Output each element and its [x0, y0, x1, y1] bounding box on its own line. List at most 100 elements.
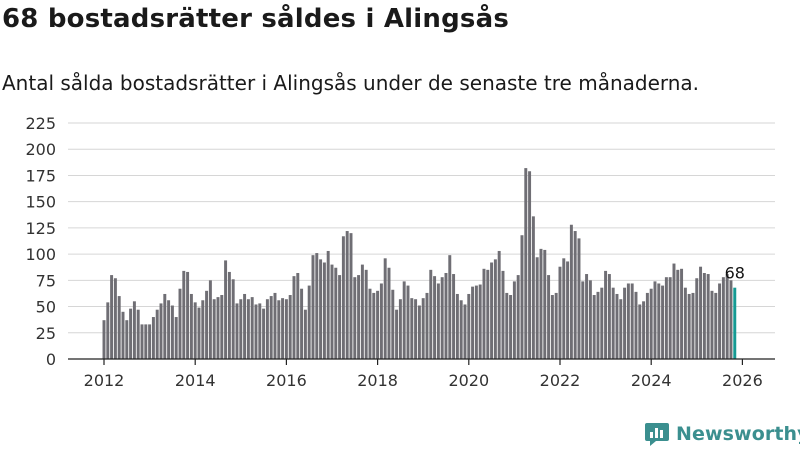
bar — [155, 309, 159, 359]
bar — [596, 291, 600, 359]
bar — [706, 274, 710, 359]
bar — [391, 289, 395, 359]
bar — [463, 304, 467, 359]
bar — [455, 293, 459, 359]
bar — [657, 283, 661, 359]
bar — [592, 295, 596, 359]
y-tick-label: 100 — [25, 245, 56, 264]
bar — [284, 299, 288, 359]
bar — [509, 295, 513, 359]
bar — [661, 285, 665, 359]
bar — [611, 287, 615, 359]
bar — [577, 238, 581, 359]
x-tick-label: 2020 — [448, 371, 489, 390]
bar — [721, 277, 725, 359]
bar — [573, 231, 577, 359]
bar — [714, 292, 718, 359]
bar — [243, 293, 247, 359]
bar — [163, 293, 167, 359]
bar — [368, 288, 372, 359]
bar — [315, 253, 319, 359]
bar — [501, 270, 505, 359]
bar — [676, 269, 680, 359]
y-tick-label: 0 — [46, 350, 56, 369]
bar — [182, 270, 186, 359]
bar — [341, 236, 345, 359]
bar — [132, 301, 136, 359]
bar — [562, 258, 566, 359]
bar — [486, 269, 490, 359]
bar — [619, 299, 623, 359]
bar — [167, 300, 171, 359]
bar — [398, 299, 402, 359]
bar — [638, 304, 642, 359]
bar — [189, 293, 193, 359]
bar — [170, 305, 174, 359]
bar — [334, 267, 338, 359]
bar — [634, 291, 638, 359]
bar — [231, 279, 235, 359]
bar — [307, 285, 311, 359]
bar — [539, 248, 543, 359]
bar — [566, 261, 570, 359]
brand-name: Newsworthy — [676, 423, 800, 445]
bar — [718, 283, 722, 359]
bar — [227, 271, 231, 359]
bar — [235, 303, 239, 359]
bar — [505, 292, 509, 359]
bar — [265, 299, 269, 359]
bar — [588, 280, 592, 359]
bar — [699, 266, 703, 359]
bar — [208, 280, 212, 359]
bar — [178, 288, 182, 359]
bar — [353, 277, 357, 359]
y-tick-label: 25 — [36, 324, 56, 343]
bar — [319, 259, 323, 359]
bar — [729, 280, 733, 359]
bar — [281, 298, 285, 359]
x-tick-label: 2018 — [357, 371, 398, 390]
bar — [148, 324, 152, 359]
bar — [448, 255, 452, 359]
x-tick-label: 2012 — [84, 371, 125, 390]
bar — [452, 274, 456, 359]
bar — [106, 302, 110, 359]
bar — [440, 277, 444, 359]
x-tick-label: 2022 — [540, 371, 581, 390]
y-tick-label: 150 — [25, 193, 56, 212]
bar — [212, 299, 216, 359]
bar — [653, 281, 657, 359]
bar — [421, 298, 425, 359]
y-tick-label: 175 — [25, 166, 56, 185]
bar — [330, 264, 334, 359]
bar — [626, 283, 630, 359]
bar — [623, 287, 627, 359]
bar — [569, 224, 573, 359]
chart-title: 68 bostadsrätter såldes i Alingsås — [2, 4, 510, 34]
bar — [581, 281, 585, 359]
bar — [254, 304, 258, 359]
newsworthy-icon — [645, 423, 669, 446]
bar — [649, 288, 653, 359]
bar — [471, 286, 475, 359]
bar — [607, 274, 611, 359]
x-tick-label: 2026 — [722, 371, 763, 390]
bar — [345, 231, 349, 359]
bar — [604, 270, 608, 359]
bar — [528, 171, 532, 359]
bar — [493, 259, 497, 359]
bar — [349, 233, 353, 359]
bar — [547, 275, 551, 359]
bar — [322, 262, 326, 359]
y-tick-label: 125 — [25, 219, 56, 238]
bar — [630, 283, 634, 359]
chart-subtitle: Antal sålda bostadsrätter i Alingsås und… — [2, 71, 700, 95]
bar — [277, 300, 281, 359]
x-tick-label: 2014 — [175, 371, 216, 390]
bar — [444, 272, 448, 359]
bar — [600, 287, 604, 359]
bar — [136, 309, 140, 359]
bar — [269, 296, 273, 359]
bar — [300, 288, 304, 359]
